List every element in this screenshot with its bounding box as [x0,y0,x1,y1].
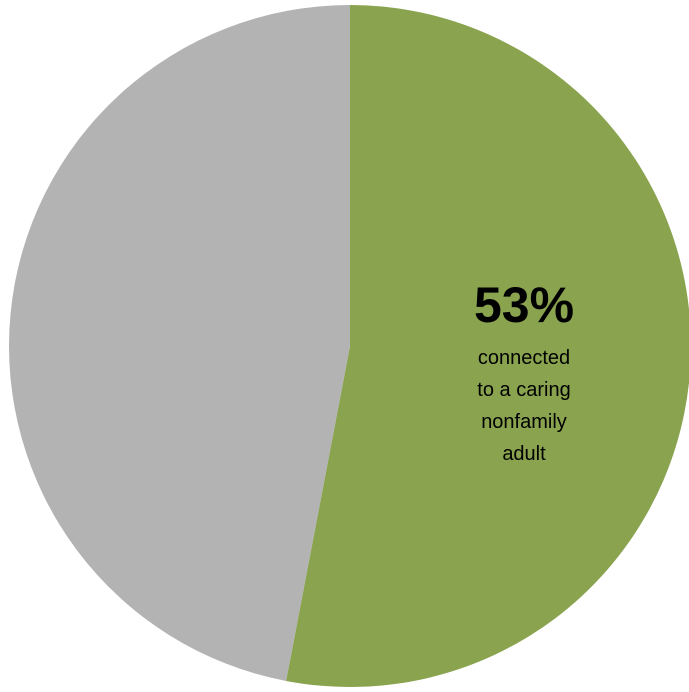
slice-description-line: nonfamily [481,411,567,433]
pie-slice-connected [286,5,689,687]
slice-description-line: adult [502,443,546,465]
pie-slices [8,5,689,687]
slice-description-line: connected [478,347,570,369]
slice-description-line: to a caring [477,379,570,401]
pie-labels: 53% connected to a caring nonfamily adul… [474,277,574,465]
slice-value-label: 53% [474,277,574,333]
pie-slice-other [8,5,350,681]
